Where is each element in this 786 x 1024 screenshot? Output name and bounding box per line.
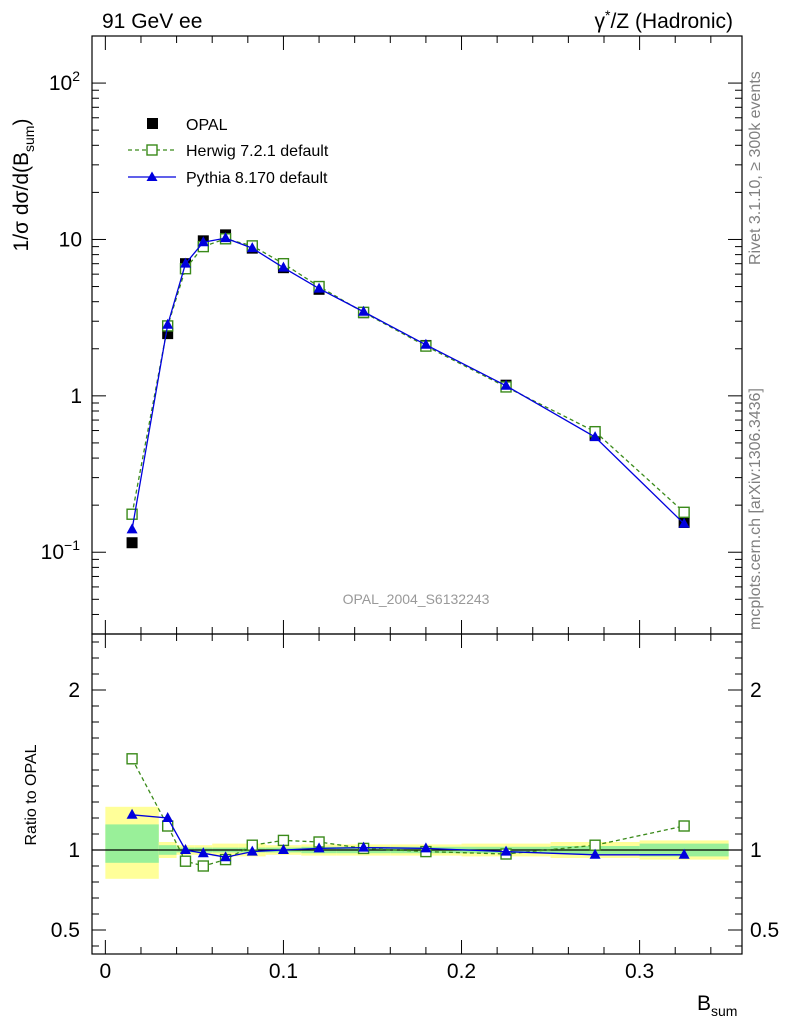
ratio-series — [126, 753, 690, 872]
data-point — [220, 232, 232, 243]
ratio-tick-labels: 0.5 0.5 1 1 2 2 — [51, 679, 779, 942]
main-series-line — [131, 237, 685, 530]
data-point — [678, 848, 690, 859]
data-point — [277, 261, 289, 272]
main-y-tick-label: 10 — [59, 228, 82, 251]
analysis-watermark: OPAL_2004_S6132243 — [343, 591, 490, 607]
ratio-series-pythia — [126, 808, 690, 862]
data-point — [162, 318, 174, 329]
main-y-tick-label: 1 — [70, 385, 82, 408]
data-point — [126, 508, 138, 520]
data-point — [678, 517, 690, 528]
legend-label-pythia: Pythia 8.170 default — [186, 170, 328, 187]
data-point — [420, 338, 432, 349]
legend: OPAL Herwig 7.2.1 default Pythia 8.170 d… — [128, 117, 329, 187]
data-point — [678, 820, 690, 832]
data-point — [126, 753, 138, 765]
ratio-frame — [91, 633, 743, 955]
legend-item-herwig: Herwig 7.2.1 default — [128, 143, 329, 160]
data-point — [313, 282, 325, 293]
data-point — [126, 537, 138, 549]
main-series-line — [131, 238, 685, 515]
main-y-tick-label: 10−1 — [41, 537, 81, 564]
main-series-pythia — [126, 232, 690, 534]
x-tick-label: 0.3 — [625, 960, 654, 983]
data-point — [358, 305, 370, 316]
data-point — [162, 812, 174, 822]
main-ylabel: 1/σ dσ/d(Bsum) — [10, 119, 37, 252]
data-point — [126, 808, 138, 819]
x-tick-label: 0 — [100, 960, 112, 983]
main-panel: 10−1 1 10 102 OPAL_2004_S6132243 1/σ dσ/d(B… — [10, 35, 743, 635]
ratio-y-tick-label-left: 2 — [68, 679, 80, 702]
header-left: 91 GeV ee — [102, 10, 202, 33]
legend-marker-herwig — [146, 144, 158, 156]
data-point — [246, 845, 258, 856]
data-point — [589, 431, 601, 442]
legend-label-opal: OPAL — [186, 117, 228, 134]
data-point — [500, 845, 512, 856]
legend-marker-opal — [147, 118, 158, 129]
data-point — [500, 379, 512, 390]
ratio-ticks — [92, 634, 742, 954]
data-point — [358, 841, 370, 852]
main-series-opal — [126, 229, 690, 549]
data-point — [420, 842, 432, 853]
data-point — [179, 855, 192, 867]
ratio-band-inner — [105, 824, 159, 863]
main-series — [126, 229, 690, 549]
main-tick-labels: 10−1 1 10 102 — [41, 68, 82, 564]
main-ticks — [92, 35, 742, 635]
legend-item-opal: OPAL — [147, 117, 228, 134]
x-tick-labels: 0 0.1 0.2 0.3 — [100, 960, 655, 983]
data-point — [179, 257, 191, 268]
ratio-y-tick-label-left: 1 — [68, 839, 80, 862]
mcplots-label: mcplots.cern.ch [arXiv:1306.3436] — [747, 388, 764, 630]
ratio-y-tick-label-right: 0.5 — [750, 919, 779, 942]
data-point — [678, 506, 690, 519]
data-point — [161, 820, 174, 832]
ratio-y-tick-label-right: 1 — [750, 839, 762, 862]
data-point — [220, 851, 232, 862]
data-point — [589, 839, 601, 851]
main-y-tick-label: 102 — [49, 68, 80, 95]
ratio-y-tick-label-right: 2 — [750, 679, 762, 702]
x-tick-label: 0.1 — [269, 960, 298, 983]
ratio-ylabel: Ratio to OPAL — [23, 744, 40, 845]
data-point — [197, 236, 209, 247]
ratio-panel: 0.5 0.5 1 1 2 2 Ratio to OPAL — [23, 633, 779, 955]
header-right: γ*/Z (Hadronic) — [595, 7, 733, 33]
ratio-y-tick-label-left: 0.5 — [51, 919, 80, 942]
data-point — [277, 834, 290, 847]
data-point — [126, 523, 138, 534]
data-point — [162, 328, 174, 340]
data-point — [246, 242, 258, 253]
legend-item-pythia: Pythia 8.170 default — [128, 170, 328, 187]
data-point — [197, 847, 209, 858]
data-point — [277, 844, 289, 854]
legend-label-herwig: Herwig 7.2.1 default — [186, 143, 329, 160]
x-tick-label: 0.2 — [447, 960, 476, 983]
rivet-label: Rivet 3.1.10, ≥ 300k events — [747, 71, 764, 265]
data-point — [589, 848, 601, 859]
data-point — [313, 842, 325, 853]
data-point — [197, 860, 210, 872]
data-point — [179, 844, 191, 854]
legend-marker-pythia — [146, 171, 158, 181]
x-axis-label: Bsum — [697, 992, 737, 1019]
main-series-herwig — [126, 233, 690, 520]
